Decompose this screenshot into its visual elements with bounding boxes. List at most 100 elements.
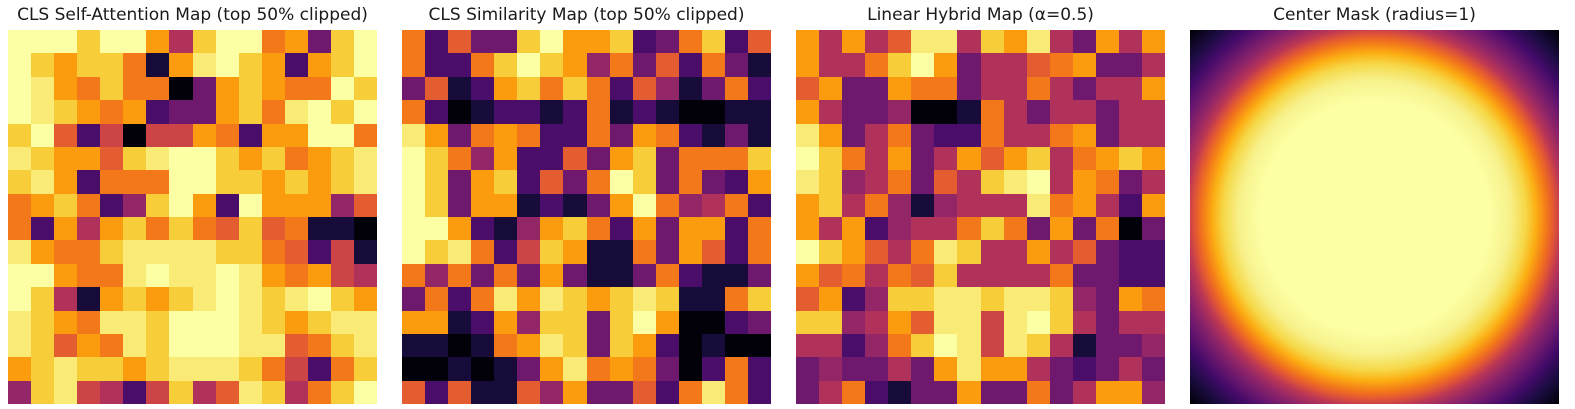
heatmap-cell bbox=[888, 100, 912, 124]
heatmap-cell bbox=[31, 30, 55, 54]
heatmap-cell bbox=[1026, 146, 1050, 171]
heatmap-cell bbox=[494, 333, 518, 358]
heatmap-cell bbox=[284, 380, 308, 404]
heatmap-cell bbox=[448, 357, 472, 381]
heatmap-cell bbox=[819, 76, 843, 101]
heatmap-cell bbox=[238, 333, 262, 358]
heatmap-cell bbox=[100, 76, 124, 101]
heatmap-cell bbox=[724, 100, 748, 124]
heatmap-cell bbox=[563, 310, 587, 334]
heatmap-cell bbox=[865, 263, 889, 288]
heatmap-cell bbox=[1072, 217, 1096, 241]
heatmap-cell bbox=[1118, 123, 1142, 147]
heatmap-cell bbox=[747, 240, 771, 264]
heatmap-cell bbox=[1141, 100, 1165, 124]
heatmap-cell bbox=[169, 146, 193, 171]
heatmap-cell bbox=[517, 217, 541, 241]
heatmap-cell bbox=[192, 217, 216, 241]
heatmap-cell bbox=[1003, 240, 1027, 264]
heatmap-cell bbox=[353, 100, 377, 124]
heatmap-cell bbox=[330, 333, 354, 358]
heatmap-cell bbox=[307, 217, 331, 241]
heatmap-cell bbox=[123, 100, 147, 124]
heatmap-cell bbox=[31, 146, 55, 171]
heatmap-cell bbox=[609, 100, 633, 124]
heatmap-cell bbox=[261, 380, 285, 404]
heatmap-cell bbox=[1095, 240, 1119, 264]
heatmap-cell bbox=[1095, 217, 1119, 241]
heatmap-cell bbox=[1095, 170, 1119, 194]
heatmap-cell bbox=[1003, 30, 1027, 54]
heatmap-cell bbox=[517, 53, 541, 77]
heatmap-cell bbox=[146, 123, 170, 147]
heatmap-cell bbox=[1095, 380, 1119, 404]
heatmap-cell bbox=[701, 146, 725, 171]
heatmap-cell bbox=[632, 333, 656, 358]
heatmap-cell bbox=[888, 333, 912, 358]
heatmap-cell bbox=[1003, 333, 1027, 358]
heatmap-cell bbox=[192, 146, 216, 171]
heatmap-cell bbox=[1026, 380, 1050, 404]
heatmap-cell bbox=[586, 240, 610, 264]
heatmap-cell bbox=[307, 333, 331, 358]
heatmap-cell bbox=[494, 380, 518, 404]
heatmap-cell bbox=[819, 287, 843, 311]
heatmap-cell bbox=[77, 240, 101, 264]
heatmap-cell bbox=[517, 380, 541, 404]
heatmap-cell bbox=[563, 30, 587, 54]
heatmap-cell bbox=[123, 53, 147, 77]
heatmap-cell bbox=[609, 263, 633, 288]
heatmap-cell bbox=[284, 123, 308, 147]
heatmap-cell bbox=[100, 333, 124, 358]
heatmap-cell bbox=[796, 310, 820, 334]
heatmap-cell bbox=[425, 30, 449, 54]
heatmap-cell bbox=[425, 263, 449, 288]
heatmap-cell bbox=[77, 287, 101, 311]
heatmap-cell bbox=[54, 53, 78, 77]
heatmap-cell bbox=[330, 76, 354, 101]
heatmap-cell bbox=[819, 310, 843, 334]
heatmap-cell bbox=[934, 287, 958, 311]
heatmap-cell bbox=[632, 53, 656, 77]
heatmap-cell bbox=[77, 333, 101, 358]
heatmap-cell bbox=[494, 146, 518, 171]
heatmap-cell bbox=[911, 287, 935, 311]
heatmap-cell bbox=[911, 53, 935, 77]
heatmap-cell bbox=[819, 53, 843, 77]
heatmap-cell bbox=[586, 76, 610, 101]
heatmap-cell bbox=[540, 100, 564, 124]
heatmap-cell bbox=[724, 53, 748, 77]
heatmap-cell bbox=[494, 100, 518, 124]
heatmap-cell bbox=[307, 357, 331, 381]
heatmap-cell bbox=[8, 287, 32, 311]
heatmap-cell bbox=[448, 240, 472, 264]
heatmap-cell bbox=[169, 380, 193, 404]
heatmap-cell bbox=[1141, 263, 1165, 288]
heatmap-cell bbox=[911, 357, 935, 381]
heatmap-cell bbox=[796, 357, 820, 381]
heatmap-cell bbox=[934, 217, 958, 241]
heatmap-cell bbox=[563, 333, 587, 358]
heatmap-cell bbox=[724, 170, 748, 194]
heatmap-cell bbox=[911, 380, 935, 404]
heatmap-cell bbox=[609, 193, 633, 217]
heatmap-cell bbox=[1072, 193, 1096, 217]
heatmap-cell bbox=[1026, 217, 1050, 241]
heatmap-cell bbox=[425, 123, 449, 147]
heatmap-cell bbox=[54, 123, 78, 147]
heatmap-cell bbox=[586, 170, 610, 194]
heatmap-cell bbox=[8, 146, 32, 171]
heatmap-cell bbox=[540, 76, 564, 101]
heatmap-cell bbox=[1026, 170, 1050, 194]
heatmap-cell bbox=[284, 240, 308, 264]
heatmap-cell bbox=[1141, 310, 1165, 334]
heatmap-cell bbox=[655, 170, 679, 194]
heatmap-cell bbox=[192, 193, 216, 217]
heatmap-cell bbox=[609, 240, 633, 264]
heatmap-cell bbox=[796, 146, 820, 171]
heatmap-cell bbox=[215, 53, 239, 77]
heatmap-cell bbox=[980, 123, 1004, 147]
heatmap-cell bbox=[1049, 357, 1073, 381]
heatmap-cell bbox=[100, 310, 124, 334]
panel-cls-self-attention: CLS Self-Attention Map (top 50% clipped) bbox=[8, 0, 377, 404]
